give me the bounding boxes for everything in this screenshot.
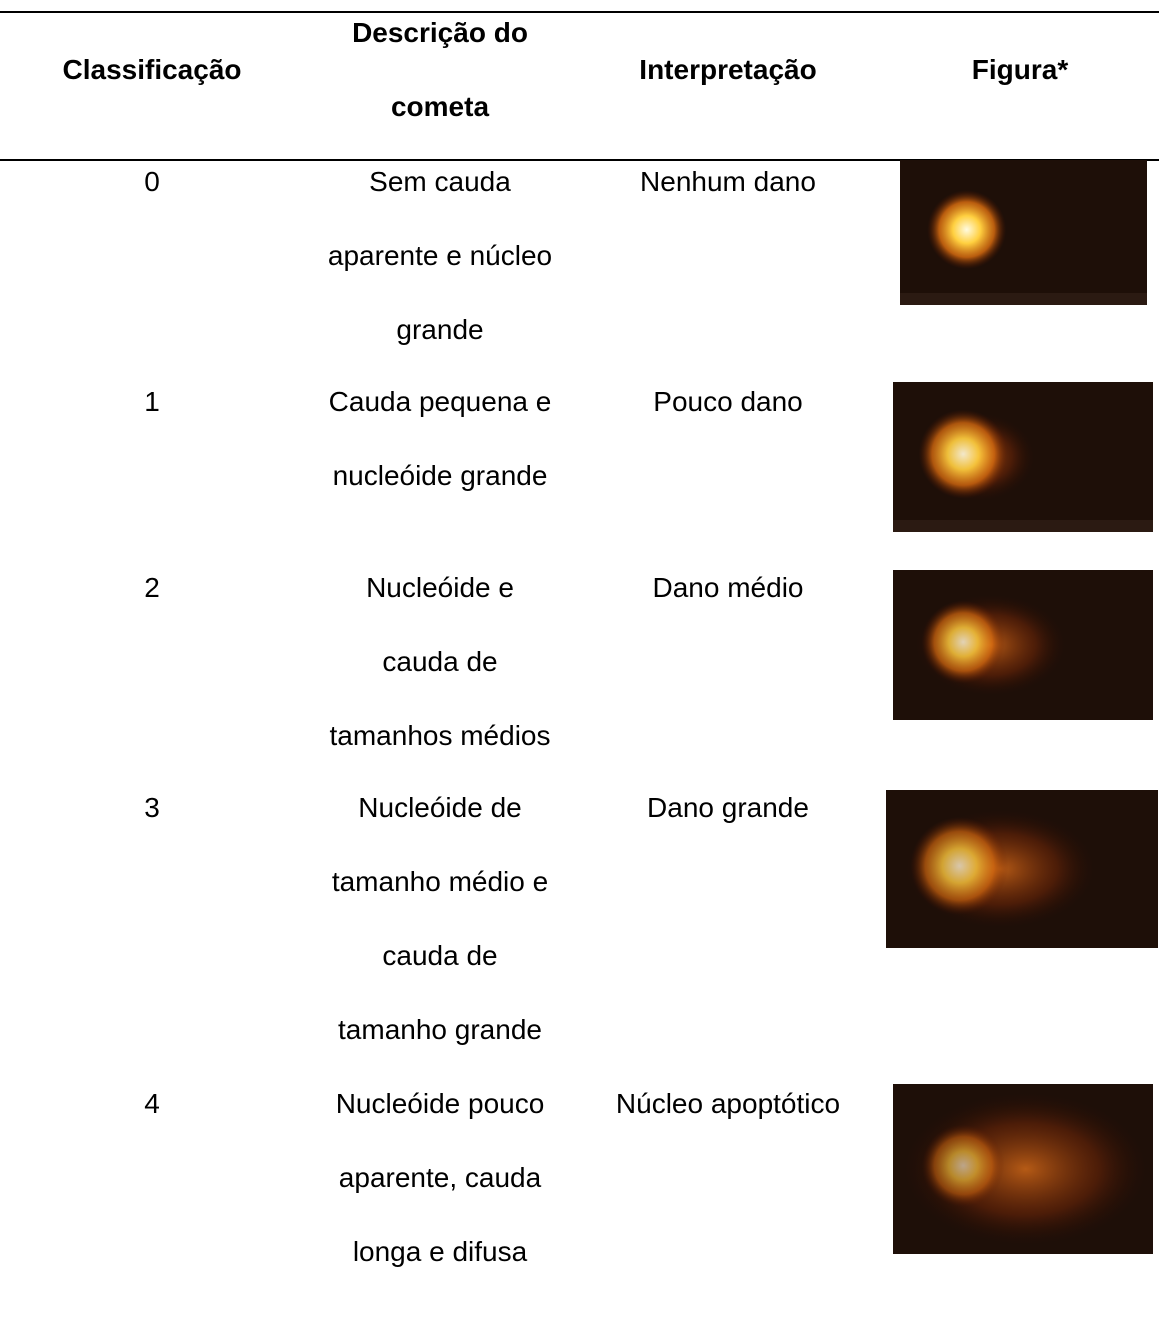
comet-image bbox=[893, 570, 1153, 720]
comet-image bbox=[886, 790, 1158, 948]
header-cell: Classificação bbox=[62, 54, 242, 85]
description: longa e difusa bbox=[352, 1236, 528, 1267]
comet-shape bbox=[927, 190, 1007, 270]
interpretation: Dano médio bbox=[652, 572, 804, 603]
description: tamanho médio e bbox=[331, 866, 549, 897]
top-rule bbox=[0, 11, 1159, 13]
classification: 4 bbox=[144, 1088, 160, 1119]
description: Cauda pequena e bbox=[328, 386, 552, 417]
header-cell: Interpretação bbox=[639, 54, 817, 85]
header-cell: Figura* bbox=[971, 54, 1069, 85]
description: cauda de bbox=[382, 646, 498, 677]
description: Nucleóide de bbox=[358, 792, 522, 823]
comet-shape bbox=[918, 409, 1008, 499]
comet-image bbox=[893, 382, 1153, 532]
classification: 0 bbox=[144, 166, 160, 197]
interpretation: Núcleo apoptótico bbox=[615, 1088, 841, 1119]
interpretation: Dano grande bbox=[647, 792, 809, 823]
comet-shape bbox=[893, 520, 1153, 532]
description: Nucleóide pouco bbox=[335, 1088, 545, 1119]
description: aparente, cauda bbox=[338, 1162, 542, 1193]
description: tamanhos médios bbox=[329, 720, 551, 751]
header-cell: Descrição do bbox=[352, 17, 528, 48]
classification: 2 bbox=[144, 572, 160, 603]
description: aparente e núcleo bbox=[327, 240, 553, 271]
comet-image bbox=[900, 160, 1147, 305]
header-rule bbox=[0, 159, 1159, 161]
comet-shape bbox=[921, 600, 1005, 684]
header-cell: cometa bbox=[390, 91, 490, 122]
comet-shape bbox=[910, 816, 1009, 915]
interpretation: Pouco dano bbox=[653, 386, 803, 417]
description: nucleóide grande bbox=[332, 460, 548, 491]
description: grande bbox=[396, 314, 484, 345]
description: Sem cauda bbox=[369, 166, 511, 197]
comet-shape bbox=[922, 1124, 1005, 1207]
classification: 1 bbox=[144, 386, 160, 417]
description: tamanho grande bbox=[338, 1014, 542, 1045]
description: cauda de bbox=[382, 940, 498, 971]
comet-shape bbox=[900, 293, 1147, 305]
description: Nucleóide e bbox=[366, 572, 514, 603]
interpretation: Nenhum dano bbox=[640, 166, 816, 197]
comet-image bbox=[893, 1084, 1153, 1254]
classification: 3 bbox=[144, 792, 160, 823]
